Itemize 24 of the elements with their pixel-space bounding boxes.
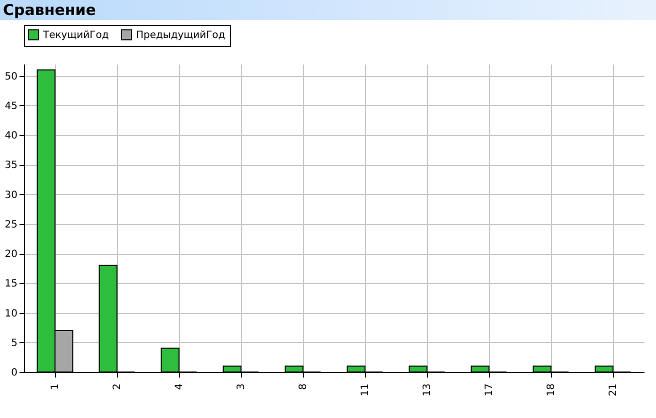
y-tick-label: 45 — [4, 100, 18, 112]
y-tick-label: 0 — [11, 368, 18, 378]
x-tick-label: 3 — [236, 384, 247, 390]
y-tick-label: 40 — [4, 130, 18, 142]
y-tick-label: 15 — [4, 278, 18, 290]
y-tick-label: 5 — [11, 338, 18, 349]
chart-title: Сравнение — [0, 0, 656, 20]
legend-label: ПредыдущийГод — [136, 30, 226, 41]
x-tick-label: 2 — [112, 384, 123, 390]
x-tick-label: 18 — [546, 384, 557, 396]
y-tick-label: 10 — [4, 308, 18, 320]
y-tick-label: 20 — [4, 249, 18, 260]
x-tick-label: 4 — [174, 384, 185, 390]
y-tick-label: 25 — [4, 219, 18, 230]
x-tick-label: 1 — [50, 384, 61, 390]
x-tick-label: 17 — [484, 384, 495, 396]
x-tick-label: 21 — [608, 384, 619, 396]
x-tick-label: 13 — [422, 384, 433, 396]
y-tick-label: 35 — [4, 160, 18, 172]
legend-label: ТекущийГод — [42, 30, 109, 41]
y-tick-label: 50 — [4, 71, 18, 82]
x-tick-label: 11 — [360, 384, 371, 396]
y-tick-label: 30 — [4, 190, 18, 201]
x-tick-label: 8 — [298, 384, 309, 390]
